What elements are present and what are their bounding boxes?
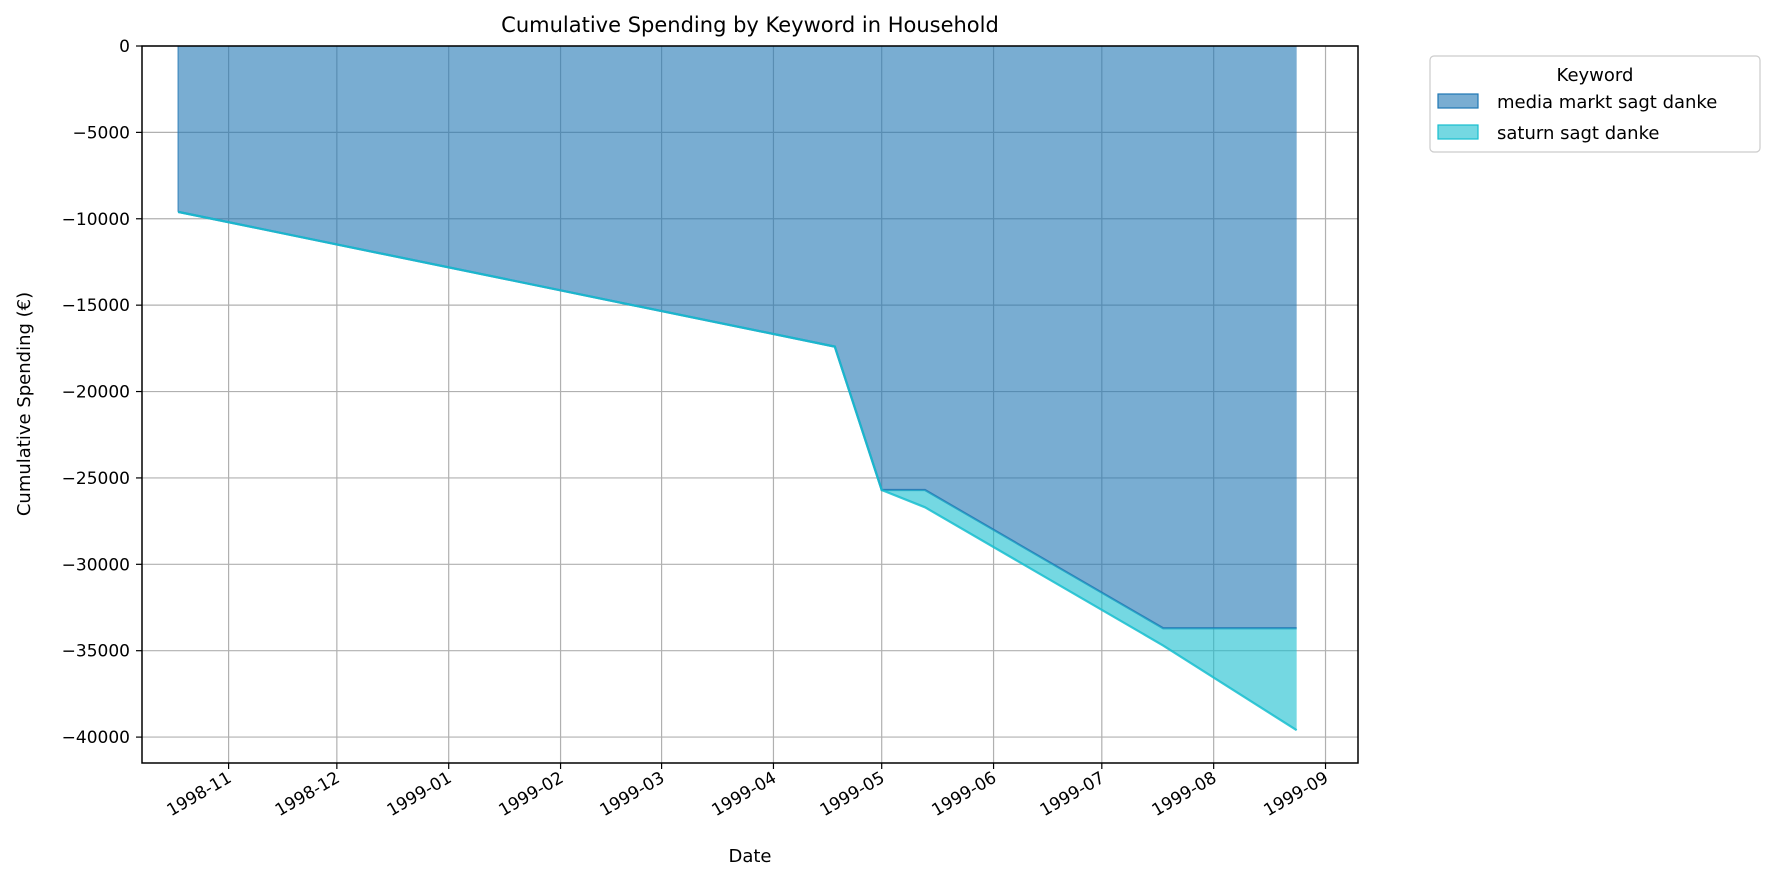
legend-label: saturn sagt danke	[1497, 123, 1659, 144]
plot-frame	[141, 45, 1359, 764]
x-tick-label: 1999-04	[708, 768, 780, 821]
legend: Keyword media markt sagt danke saturn sag…	[1429, 55, 1761, 153]
y-axis-label: Cumulative Spending (€)	[14, 292, 35, 516]
y-tick-label: 0	[119, 37, 130, 57]
legend-swatch	[1437, 93, 1479, 109]
chart-title: Cumulative Spending by Keyword in Househ…	[501, 13, 999, 37]
legend-items: media markt sagt danke saturn sagt danke	[1437, 92, 1717, 144]
y-tick-label: −25000	[62, 469, 130, 489]
x-tick-label: 1999-01	[384, 768, 456, 821]
x-tick-label: 1999-03	[597, 768, 669, 821]
x-tick-label: 1999-09	[1261, 768, 1333, 821]
legend-swatch	[1437, 124, 1479, 140]
area-media-markt-sagt-danke	[178, 46, 1297, 629]
y-tick-label: −10000	[62, 210, 130, 230]
x-tick-label: 1999-06	[929, 768, 1001, 821]
y-tick-label: −20000	[62, 383, 130, 403]
x-tick-label: 1999-05	[817, 768, 889, 821]
x-tick-label: 1998-12	[272, 768, 344, 821]
y-tick-label: −35000	[62, 642, 130, 662]
x-axis-label: Date	[728, 846, 771, 867]
legend-label: media markt sagt danke	[1497, 92, 1717, 113]
legend-box	[1429, 55, 1761, 153]
x-tick-label: 1999-08	[1149, 768, 1221, 821]
y-tick-label: −5000	[72, 123, 130, 143]
plot-areas	[177, 46, 1298, 732]
y-tick-label: −15000	[62, 296, 130, 316]
x-tick-label: 1999-02	[496, 768, 568, 821]
x-tick-label: 1999-07	[1037, 768, 1109, 821]
y-tick-label: −40000	[62, 728, 130, 748]
x-tick-label: 1998-11	[164, 768, 236, 821]
x-axis-ticks: 1998-11 1998-12 1999-01 1999-02 1999-03 1999-…	[164, 763, 1332, 821]
y-axis-ticks: 0 −5000 −10000 −15000 −20000 −25000 −30000 −350…	[62, 37, 142, 748]
legend-title: Keyword	[1557, 65, 1634, 86]
line-saturn-sagt-danke	[177, 210, 1298, 732]
y-tick-label: −30000	[62, 555, 130, 575]
